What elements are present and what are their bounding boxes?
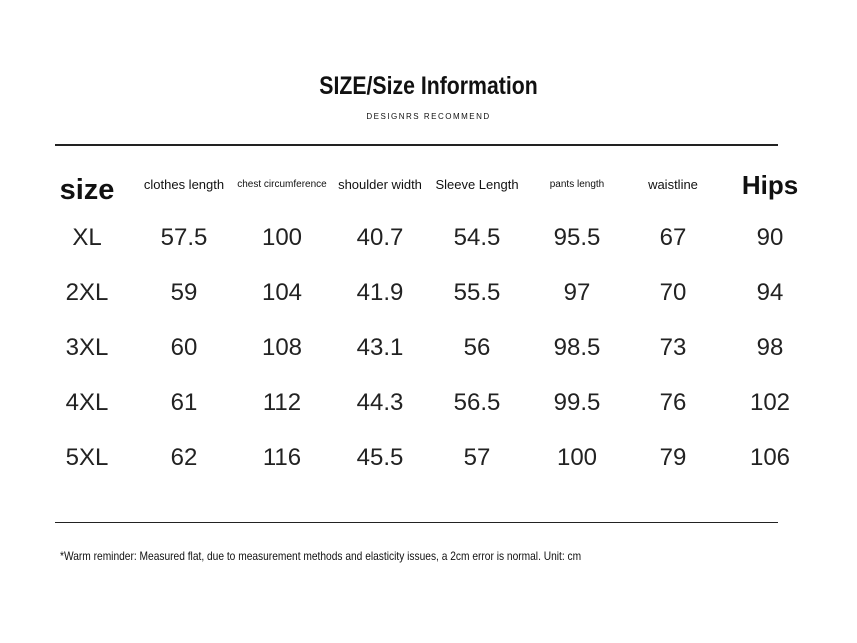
table-cell: 97 [563,279,591,306]
column-header: waistline [648,177,698,192]
table-cell: 116 [262,444,302,471]
column-header: shoulder width [338,177,422,192]
table-cell: 73 [659,334,687,361]
column-header: Hips [741,170,799,200]
table-cell: 102 [749,389,791,416]
table-cell: 100 [261,224,303,251]
table-cell: 40.7 [356,224,404,251]
table-cell: 61 [170,389,198,416]
table-cell: 44.3 [356,389,404,416]
row-label: 3XL [65,334,109,361]
table-cell: 76 [659,389,687,416]
table-cell: 57 [463,444,491,471]
table-cell: 57.5 [160,224,208,251]
table-cell: 67 [659,224,687,251]
table-cell: 98 [756,334,784,361]
title: SIZE/Size Information [319,72,538,100]
table-cell: 108 [261,334,303,361]
table-cell: 45.5 [356,444,404,471]
row-label: 2XL [65,279,109,306]
table-cell: 60 [170,334,198,361]
table-cell: 112 [262,389,302,416]
table-cell: 54.5 [453,224,501,251]
footnote: *Warm reminder: Measured flat, due to me… [60,549,582,563]
column-header: size [59,174,115,206]
table-cell: 104 [261,279,303,306]
table-cell: 55.5 [453,279,501,306]
column-header: clothes length [143,177,225,192]
table-cell: 43.1 [356,334,404,361]
column-header: Sleeve Length [435,177,519,192]
table-cell: 106 [749,444,791,471]
table-cell: 56 [463,334,491,361]
table-cell: 70 [659,279,687,306]
table-cell: 56.5 [453,389,501,416]
table-cell: 41.9 [356,279,404,306]
table-cell: 90 [756,224,784,251]
table-cell: 98.5 [553,334,601,361]
table-cell: 59 [170,279,198,306]
row-label: 5XL [65,444,109,471]
row-label: 4XL [65,389,109,416]
table-cell: 79 [659,444,687,471]
table-cell: 100 [556,444,598,471]
subtitle: DESIGNRS RECOMMEND [366,112,491,121]
top-rule [55,144,778,146]
column-header: pants length [549,179,605,190]
table-cell: 62 [170,444,198,471]
table-cell: 99.5 [553,389,601,416]
column-header: chest circumference [237,179,327,190]
bottom-rule [55,522,778,523]
table-cell: 94 [756,279,784,306]
row-label: XL [72,224,102,251]
table-cell: 95.5 [553,224,601,251]
